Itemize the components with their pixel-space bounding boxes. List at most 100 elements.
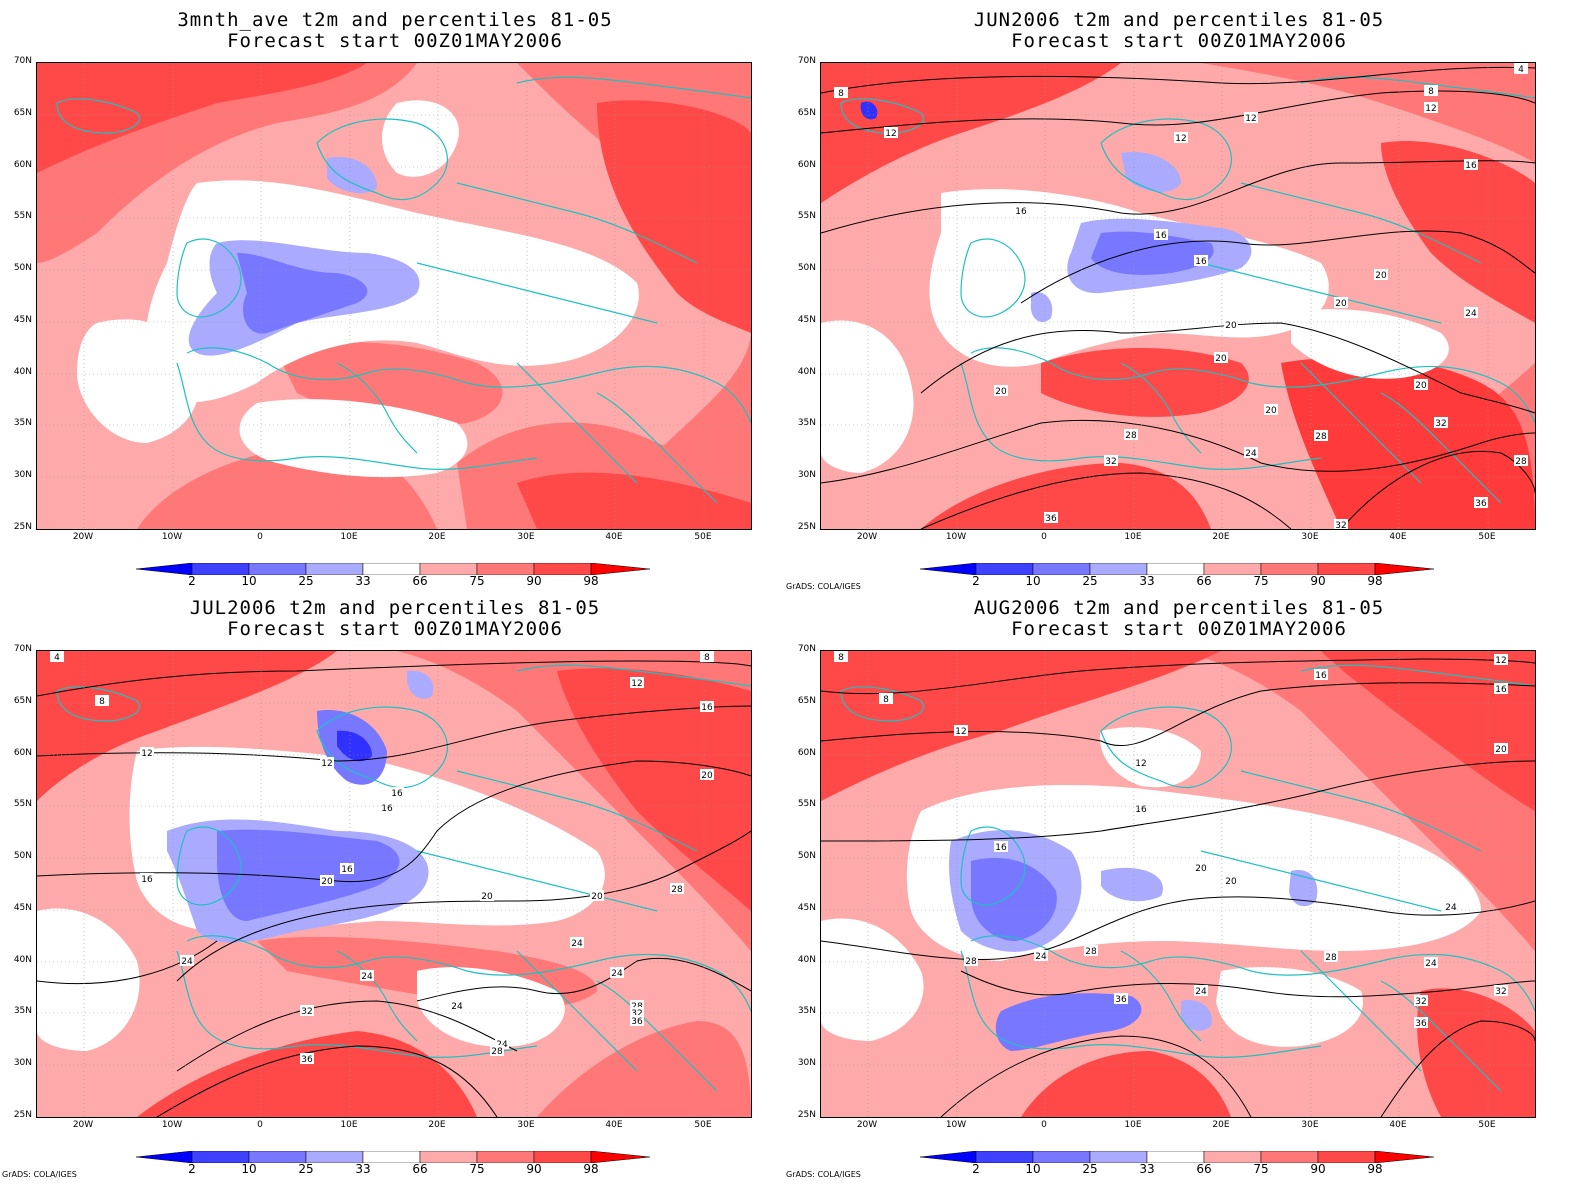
contour-label: 32 bbox=[1335, 521, 1346, 529]
shade-red-strong bbox=[1021, 1051, 1231, 1117]
lon-tick-label: 30E bbox=[517, 532, 535, 542]
contour-label-bg bbox=[1494, 743, 1508, 754]
shade-white bbox=[1100, 727, 1201, 788]
contour-label: 32 bbox=[1495, 987, 1506, 997]
contour-label-bg bbox=[994, 385, 1008, 396]
contour-label: 8 bbox=[883, 695, 889, 705]
contour-label: 24 bbox=[451, 1002, 463, 1012]
contour-label: 16 bbox=[1015, 207, 1027, 217]
lat-tick-label: 45N bbox=[13, 903, 32, 913]
contour-label-bg bbox=[1014, 205, 1028, 216]
contour-label-bg bbox=[1154, 229, 1168, 240]
contour-label-bg bbox=[1264, 404, 1278, 415]
shade-blue-mid bbox=[971, 857, 1057, 941]
colorbar-label: 2 bbox=[972, 1162, 980, 1176]
lat-tick-label: 65N bbox=[13, 696, 32, 706]
contour-label: 20 bbox=[1265, 406, 1277, 416]
shade-blue-mid bbox=[217, 829, 400, 921]
contour-label: 12 bbox=[885, 129, 896, 139]
shade-white bbox=[37, 908, 140, 1051]
contour-label-bg bbox=[964, 955, 978, 966]
contour-label: 20 bbox=[995, 387, 1007, 397]
lon-tick-label: 10E bbox=[340, 532, 358, 542]
contour-label-bg bbox=[630, 677, 644, 688]
colorbar-label: 10 bbox=[241, 1162, 257, 1176]
lon-tick-label: 10E bbox=[340, 1120, 358, 1130]
contour-label-bg bbox=[570, 937, 584, 948]
shade-white bbox=[1216, 967, 1363, 1047]
credit-label: GrADS: COLA/IGES bbox=[2, 1170, 77, 1179]
contour-label: 24 bbox=[1425, 959, 1437, 969]
lat-tick-label: 65N bbox=[13, 108, 32, 118]
contour-label: 12 bbox=[141, 749, 152, 759]
contour-label: 24 bbox=[1465, 309, 1477, 319]
shade-white bbox=[1291, 309, 1449, 379]
colorbar bbox=[919, 560, 1435, 579]
lat-tick-label: 50N bbox=[13, 263, 32, 273]
shade-red-strong bbox=[517, 472, 751, 529]
lon-tick-label: 20W bbox=[856, 532, 878, 542]
colorbar-label: 98 bbox=[583, 574, 599, 588]
coastlines bbox=[56, 664, 751, 1092]
panel-title-line1: 3mnth_ave t2m and percentiles 81-05 bbox=[177, 9, 613, 31]
lat-tick-label: 30N bbox=[13, 470, 32, 480]
contour-label-group: 4 8 8 12 12 12 12 16 16 16 16 20 20 20 20 20 20 20 24 24 28 2… bbox=[834, 63, 1528, 529]
contour-label-group: 8 8 12 12 12 16 16 16 16 20 20 20 24 24 24 24 28 28 28 32 32… bbox=[834, 651, 1508, 1029]
map-panel-jun: JUN2006 t2m and percentiles 81-05 Foreca… bbox=[784, 0, 1574, 598]
contour-label: 20 bbox=[1225, 877, 1237, 887]
map-area: 4881212121616161616202020202424242424242… bbox=[36, 650, 752, 1118]
contour-label: 28 bbox=[1325, 953, 1337, 963]
contour-label: 20 bbox=[1215, 354, 1227, 364]
contour-label-bg bbox=[490, 1045, 504, 1056]
shade-blue-light bbox=[327, 157, 377, 194]
contour-label: 20 bbox=[1495, 745, 1507, 755]
contour-label-bg bbox=[1214, 352, 1228, 363]
panel-title-line2: Forecast start 00Z01MAY2006 bbox=[1011, 618, 1347, 640]
colorbar bbox=[135, 560, 651, 579]
contour-label-bg bbox=[879, 693, 893, 704]
lat-tick-label: 60N bbox=[797, 748, 816, 758]
colorbar-label: 75 bbox=[469, 574, 485, 588]
contour-label: 16 bbox=[391, 789, 403, 799]
colorbar-label: 66 bbox=[412, 574, 428, 588]
lon-tick-label: 0 bbox=[257, 1120, 263, 1130]
lat-tick-label: 30N bbox=[797, 470, 816, 480]
colorbar-label: 98 bbox=[1367, 574, 1383, 588]
lon-tick-label: 10W bbox=[161, 532, 183, 542]
contour-label: 20 bbox=[1415, 381, 1427, 391]
lat-tick-label: 65N bbox=[797, 108, 816, 118]
contour-label-bg bbox=[590, 890, 604, 901]
contour-label-bg bbox=[1414, 379, 1428, 390]
colorbar-label: 75 bbox=[1253, 1162, 1269, 1176]
shade-white bbox=[821, 918, 924, 1041]
contour-label: 24 bbox=[181, 957, 193, 967]
contour-label: 12 bbox=[321, 759, 332, 769]
percentile-map: 4 8 8 12 12 12 12 16 16 16 16 20 20 20 20 20 20 20 24 24 28 2… bbox=[821, 63, 1535, 529]
coastlines bbox=[840, 76, 1535, 504]
contour-label-bg bbox=[300, 1005, 314, 1016]
map-area bbox=[36, 62, 752, 530]
shade-red-strong bbox=[1417, 988, 1535, 1117]
lon-tick-label: 50E bbox=[1478, 532, 1496, 542]
map-panel-3month: 3mnth_ave t2m and percentiles 81-05 Fore… bbox=[0, 0, 790, 598]
shade-red-strong bbox=[821, 63, 1121, 203]
contour-label-bg bbox=[1334, 519, 1348, 529]
shade-blue-strong bbox=[337, 730, 372, 762]
shade-red-strong bbox=[921, 463, 1211, 529]
contour-label-bg bbox=[1424, 957, 1438, 968]
contour-label-bg bbox=[1224, 319, 1238, 330]
colorbar-label: 2 bbox=[188, 1162, 196, 1176]
lat-tick-label: 55N bbox=[797, 799, 816, 809]
map-area: 4 8 8 12 12 12 12 16 16 16 16 20 20 20 20 20 20 20 24 24 28 2… bbox=[820, 62, 1536, 530]
contour-label: 24 bbox=[1245, 449, 1257, 459]
lon-tick-label: 20E bbox=[428, 1120, 446, 1130]
gridlines bbox=[821, 63, 1535, 529]
contour-label: 36 bbox=[631, 1017, 643, 1027]
contour-label-bg bbox=[1134, 757, 1148, 768]
contour-label: 16 bbox=[381, 804, 393, 814]
contour-label-bg bbox=[1474, 497, 1488, 508]
contour-label-bg bbox=[1464, 307, 1478, 318]
lon-tick-label: 30E bbox=[517, 1120, 535, 1130]
lat-tick-label: 25N bbox=[797, 1110, 816, 1120]
lon-tick-label: 20W bbox=[72, 532, 94, 542]
